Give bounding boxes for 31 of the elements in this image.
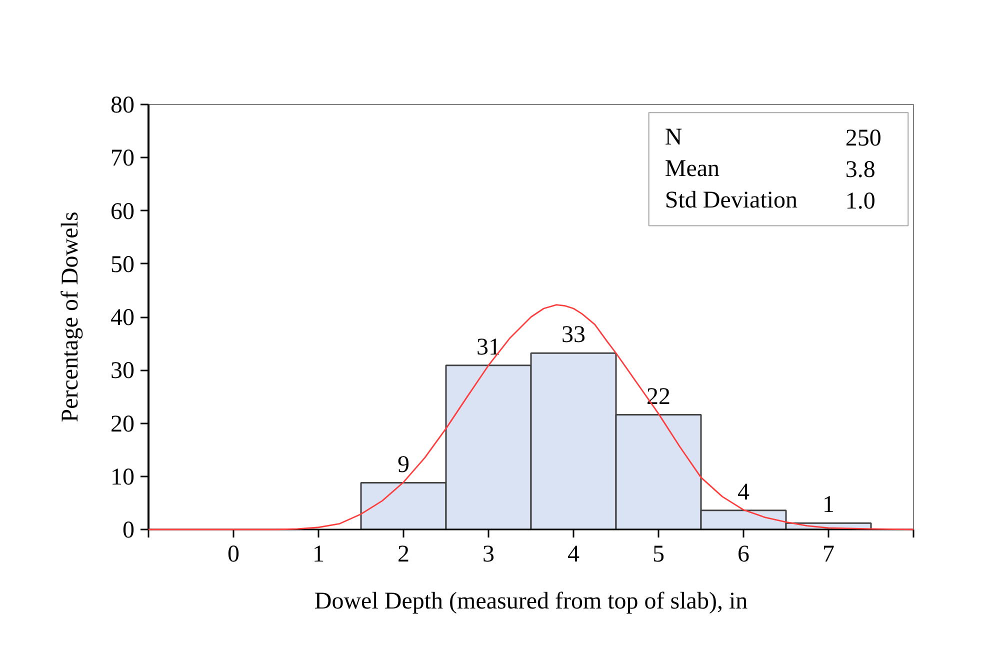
y-tick-label: 50 <box>110 252 134 278</box>
data-label: 1 <box>822 492 834 518</box>
y-tick-label: 70 <box>110 146 134 172</box>
annotation: 1.0 <box>845 188 876 215</box>
x-tick-label: 6 <box>738 542 750 568</box>
y-tick-label: 10 <box>110 464 134 490</box>
y-tick-label: 20 <box>110 411 134 438</box>
data-label: 9 <box>398 452 410 478</box>
annotation: N <box>664 124 682 151</box>
y-tick-label: 30 <box>110 358 134 384</box>
data-label: 31 <box>476 334 500 360</box>
x-tick-label: 2 <box>398 542 410 568</box>
x-tick-label: 4 <box>568 542 580 568</box>
x-tick-label: 1 <box>312 542 324 568</box>
y-tick-label: 40 <box>110 305 134 331</box>
y-tick-label: 80 <box>110 92 134 118</box>
x-tick-label: 3 <box>482 542 494 568</box>
data-label: 33 <box>562 322 586 348</box>
y-axis-title: Percentage of Dowels <box>58 212 84 422</box>
annotation: 3.8 <box>845 157 876 184</box>
annotation: Std Deviation <box>664 188 798 214</box>
annotation: Mean <box>664 156 720 182</box>
x-tick-label: 0 <box>228 542 240 568</box>
x-tick-label: 5 <box>652 542 664 568</box>
x-tick-label: 7 <box>822 542 834 568</box>
data-label: 4 <box>738 479 750 506</box>
annotation: 250 <box>845 126 882 152</box>
y-tick-label: 0 <box>122 518 134 544</box>
x-axis-title: Dowel Depth (measured from top of slab), in <box>314 588 748 614</box>
data-label: 22 <box>646 384 670 410</box>
y-tick-label: 60 <box>110 198 134 225</box>
